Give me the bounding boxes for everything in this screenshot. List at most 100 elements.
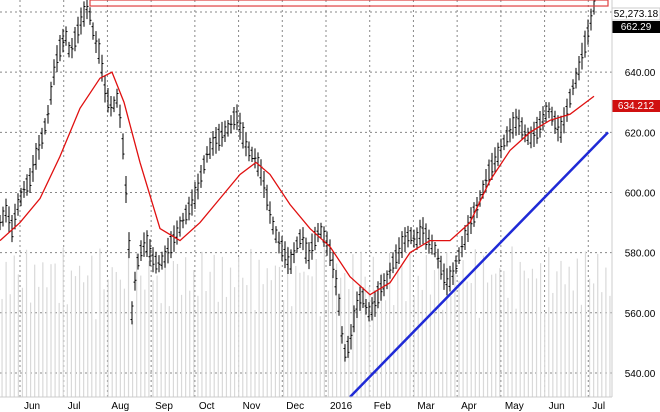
volume-bar (364, 276, 366, 397)
volume-bar (299, 272, 301, 397)
volume-bars (1, 246, 611, 397)
volume-bar (315, 258, 317, 397)
x-tick-label: Jul (68, 401, 81, 412)
volume-bar (348, 289, 350, 397)
volume-bar (368, 287, 370, 397)
last-price-label-box (612, 21, 660, 33)
volume-bar (99, 248, 101, 397)
volume-bar (87, 275, 89, 397)
volume-bar (234, 287, 236, 397)
volume-bar (197, 295, 199, 397)
volume-bar (287, 246, 289, 397)
x-axis-ticks: Jun Jul Aug Sep Oct Nov Dec 2016 Feb Mar Apr May Jun… (24, 401, 605, 412)
price-labels: 52,273.18 662.29 634.212 (611, 7, 660, 112)
moving-average-label: 634.212 (618, 101, 655, 112)
volume-bar (409, 253, 411, 397)
volume-bar (535, 278, 538, 397)
volume-bar (54, 263, 56, 397)
volume-bar (205, 290, 207, 397)
volume-bar (70, 270, 72, 397)
volume-bar (458, 280, 460, 397)
volume-bar (548, 247, 550, 397)
volume-bar (185, 257, 187, 397)
volume-bar (311, 276, 313, 397)
volume-bar (307, 275, 309, 397)
volume-bar (438, 255, 440, 397)
volume-bar (397, 259, 399, 397)
volume-bar (462, 260, 464, 397)
volume-bar (474, 249, 476, 397)
volume-bar (9, 294, 11, 397)
volume-bar (425, 254, 427, 397)
volume-bar (83, 282, 85, 397)
volume-bar (466, 281, 468, 397)
volume-bar (503, 270, 505, 397)
x-tick-label: Nov (243, 401, 261, 412)
x-tick-label: Apr (461, 401, 477, 412)
volume-bar (401, 264, 403, 397)
volume-bar (560, 260, 562, 397)
volume-bar (572, 290, 574, 397)
volume-bar (91, 255, 93, 397)
volume-bar (499, 268, 501, 397)
volume-bar (62, 247, 64, 397)
volume-bar (482, 255, 485, 397)
volume-bar (225, 296, 228, 397)
y-axis-ticks: 540.00560.00580.00600.00620.00640.00660.… (625, 8, 656, 380)
moving-average-line (0, 71, 595, 296)
moving-average-label-box (612, 100, 660, 112)
volume-bar (278, 266, 281, 397)
volume-bar (515, 308, 517, 397)
x-tick-label: Jun (549, 401, 565, 412)
y-tick-label: 580.00 (625, 249, 656, 260)
volume-bar (556, 271, 558, 397)
volume-bar (454, 273, 456, 397)
volume-bar (66, 304, 68, 397)
resistance-box-rect (89, 0, 609, 7)
resistance-box (89, 0, 609, 7)
x-tick-label: Mar (417, 401, 435, 412)
volume-bar (340, 277, 342, 397)
volume-bar (356, 312, 358, 397)
volume-bar (160, 303, 162, 397)
x-tick-label: Aug (111, 401, 129, 412)
volume-bar (209, 271, 211, 397)
volume-bar (291, 306, 293, 397)
volume-bar (213, 254, 215, 397)
volume-bar (389, 252, 391, 397)
volume-bar (327, 290, 330, 397)
volume-bar (531, 268, 534, 397)
volume-bar (470, 283, 472, 397)
volume-bar (164, 249, 166, 397)
volume-bar (584, 251, 587, 397)
volume-bar (429, 294, 432, 397)
x-tick-label: Jul (592, 401, 605, 412)
volume-bar (5, 261, 7, 397)
volume-bar (168, 306, 170, 397)
volume-bar (413, 295, 415, 397)
volume-bar (246, 285, 248, 397)
volume-bar (446, 252, 448, 397)
volume-bar (519, 261, 521, 397)
volume-bar (152, 280, 154, 397)
volume-bar (601, 292, 603, 397)
volume-bar (352, 254, 354, 397)
volume-bar (189, 290, 191, 397)
volume-bar (478, 317, 480, 397)
x-tick-label: Sep (155, 401, 173, 412)
volume-bar (523, 270, 525, 397)
volume-bar (229, 267, 232, 397)
volume-bar (74, 276, 77, 397)
volume-bar (201, 251, 203, 397)
volume-bar (450, 295, 452, 397)
volume-bar (25, 249, 28, 397)
volume-bar (254, 309, 256, 397)
volume-bar (193, 270, 195, 397)
volume-bar (38, 286, 40, 397)
volume-bar (303, 271, 305, 397)
volume-bar (486, 282, 489, 397)
x-tick-label: Dec (286, 401, 304, 412)
volume-bar (540, 263, 542, 397)
x-tick-label: May (505, 401, 524, 412)
volume-bar (221, 256, 223, 397)
